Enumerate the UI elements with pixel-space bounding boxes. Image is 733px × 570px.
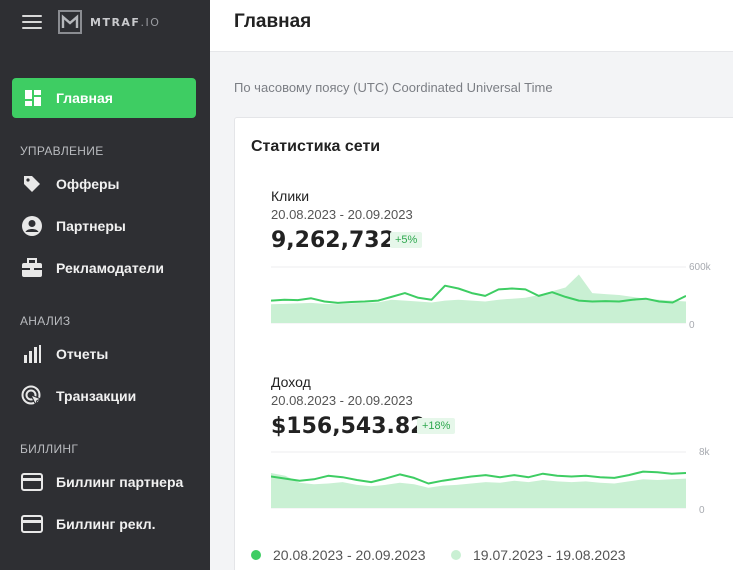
- sidebar-item-label: Транзакции: [56, 388, 137, 404]
- sidebar-item-transactions[interactable]: Транзакции: [20, 384, 136, 408]
- sidebar-item-advertisers[interactable]: Рекламодатели: [20, 256, 164, 280]
- briefcase-icon: [20, 256, 44, 280]
- revenue-period: 20.08.2023 - 20.09.2023: [271, 393, 413, 408]
- clicks-axis-max: 600k: [689, 262, 711, 273]
- timezone-note: По часовому поясу (UTC) Coordinated Univ…: [234, 80, 553, 95]
- revenue-label: Доход: [271, 374, 311, 390]
- sidebar-item-label: Рекламодатели: [56, 260, 164, 276]
- network-stats-card: Статистика сети Клики 20.08.2023 - 20.09…: [234, 117, 733, 570]
- legend-previous[interactable]: 19.07.2023 - 19.08.2023: [451, 547, 626, 563]
- clicks-label: Клики: [271, 188, 310, 204]
- legend-current-label: 20.08.2023 - 20.09.2023: [273, 547, 426, 563]
- sidebar: MTRAF.IO Главная УПРАВЛЕНИЕ Офферы Партн…: [0, 0, 210, 570]
- section-manage: УПРАВЛЕНИЕ: [20, 144, 104, 158]
- sidebar-item-reports[interactable]: Отчеты: [20, 342, 108, 366]
- sidebar-top: MTRAF.IO: [0, 0, 210, 44]
- sidebar-item-label: Главная: [56, 90, 113, 106]
- revenue-value: $156,543.82: [271, 414, 426, 439]
- tag-icon: [20, 172, 44, 196]
- legend-current[interactable]: 20.08.2023 - 20.09.2023: [251, 547, 426, 563]
- logo-icon: [58, 10, 82, 34]
- dashboard-icon: [25, 90, 41, 106]
- sidebar-item-label: Биллинг партнера: [56, 474, 184, 490]
- cursor-target-icon: [20, 384, 44, 408]
- clicks-value: 9,262,732: [271, 228, 395, 253]
- chart-series-previous-area: [271, 473, 686, 508]
- sidebar-item-label: Отчеты: [56, 346, 109, 362]
- sidebar-item-offers[interactable]: Офферы: [20, 172, 120, 196]
- revenue-change-badge: +18%: [417, 418, 456, 434]
- clicks-period: 20.08.2023 - 20.09.2023: [271, 207, 413, 222]
- legend-current-dot: [251, 550, 261, 560]
- page-title: Главная: [234, 11, 312, 32]
- clicks-axis-min: 0: [689, 320, 695, 331]
- sidebar-item-label: Офферы: [56, 176, 120, 192]
- chart-series-current-line: [271, 284, 686, 304]
- header: Главная: [210, 0, 733, 52]
- section-analysis: АНАЛИЗ: [20, 314, 71, 328]
- logo[interactable]: MTRAF.IO: [58, 10, 160, 34]
- sidebar-item-partners[interactable]: Партнеры: [20, 214, 126, 238]
- revenue-chart: [271, 451, 686, 509]
- card-title: Статистика сети: [251, 138, 381, 155]
- user-circle-icon: [20, 214, 44, 238]
- clicks-chart: [271, 266, 686, 324]
- chart-series-previous-area: [271, 274, 686, 323]
- bar-chart-icon: [20, 342, 44, 366]
- legend-previous-label: 19.07.2023 - 19.08.2023: [473, 547, 626, 563]
- sidebar-item-label: Партнеры: [56, 218, 126, 234]
- sidebar-item-label: Биллинг рекл.: [56, 516, 156, 532]
- sidebar-item-billing-partner[interactable]: Биллинг партнера: [20, 470, 183, 494]
- credit-card-icon: [20, 470, 44, 494]
- sidebar-item-billing-adv[interactable]: Биллинг рекл.: [20, 512, 156, 536]
- chart-series-current-line: [271, 470, 686, 485]
- menu-icon[interactable]: [22, 15, 42, 29]
- credit-card-icon: [20, 512, 44, 536]
- sidebar-item-home[interactable]: Главная: [12, 78, 196, 118]
- clicks-change-badge: +5%: [390, 232, 423, 248]
- legend-previous-dot: [451, 550, 461, 560]
- revenue-axis-min: 0: [699, 505, 705, 516]
- logo-text: MTRAF.IO: [90, 15, 161, 29]
- revenue-axis-max: 8k: [699, 447, 710, 458]
- section-billing: БИЛЛИНГ: [20, 442, 79, 456]
